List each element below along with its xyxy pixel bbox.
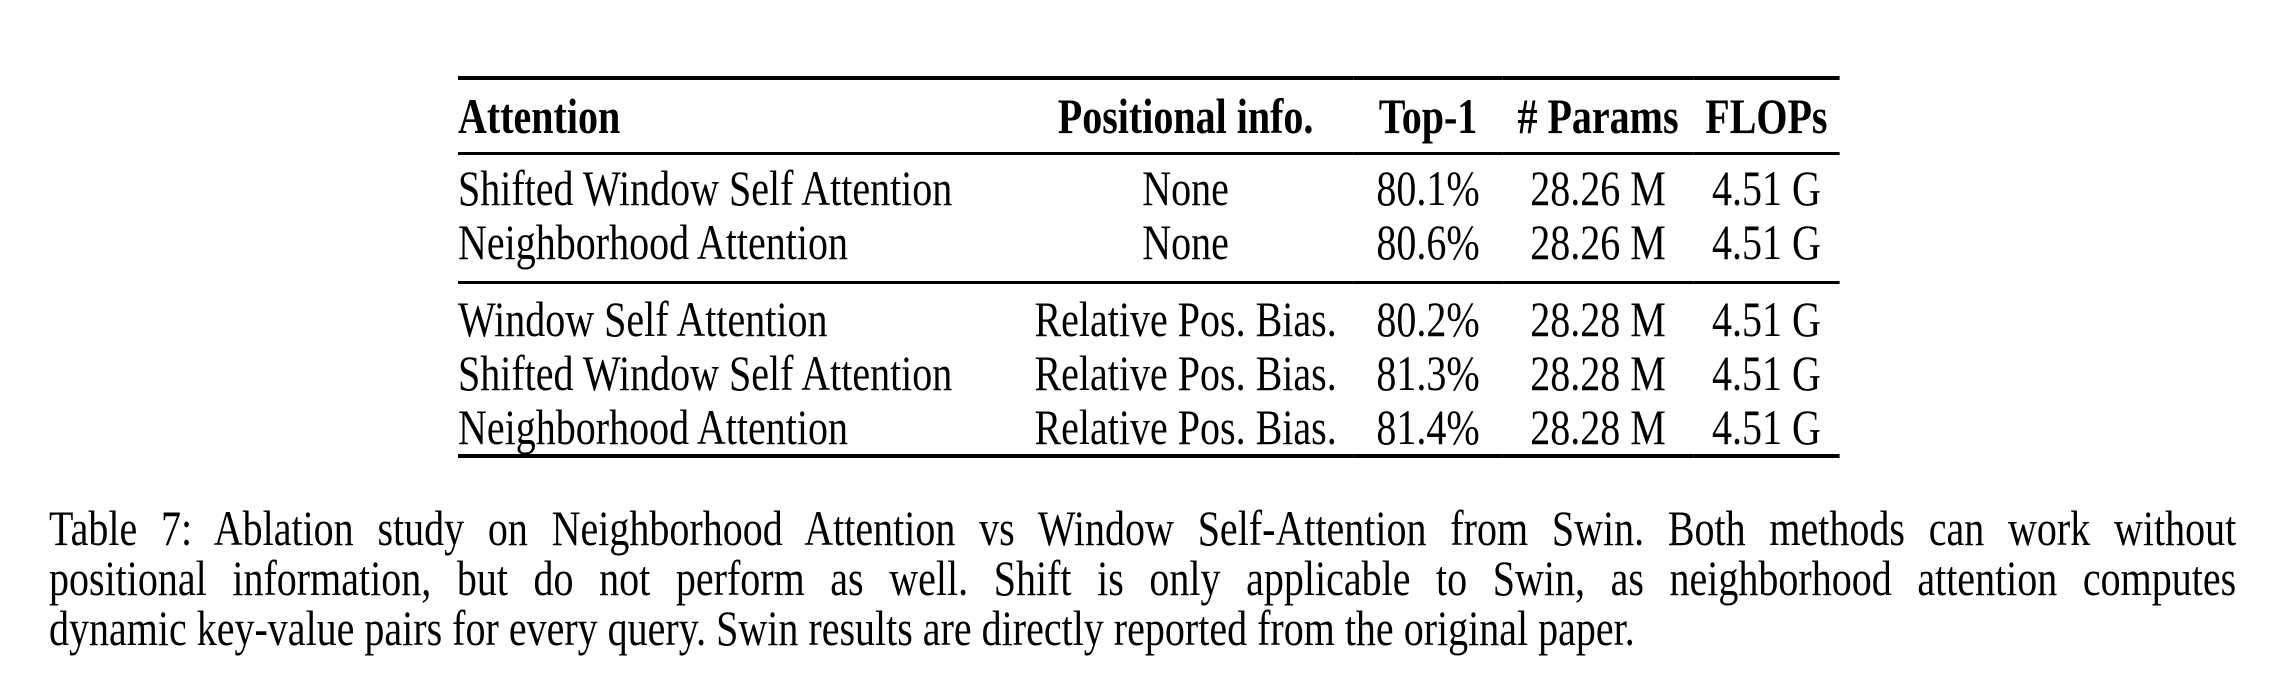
cell-top1: 81.3% <box>1376 345 1480 401</box>
cell-top1: 80.6% <box>1376 214 1480 270</box>
cell-positional-info: Relative Pos. Bias. <box>1034 399 1337 455</box>
table-row: Shifted Window Self Attention None 80.1%… <box>458 154 1840 216</box>
caption-line-1: Table 7: Ablation study on Neighborhood … <box>49 500 2237 556</box>
cell-flops: 4.51 G <box>1711 214 1821 270</box>
cell-flops: 4.51 G <box>1711 345 1821 401</box>
cell-positional-info: Relative Pos. Bias. <box>1034 291 1337 347</box>
table-row: Neighborhood Attention None 80.6% 28.26 … <box>458 215 1840 283</box>
cell-params: 28.28 M <box>1530 291 1666 347</box>
cell-top1: 81.4% <box>1376 399 1480 455</box>
header-flops: FLOPs <box>1693 78 1840 155</box>
caption-line-3: dynamic key-value pairs for every query.… <box>49 600 1635 656</box>
cell-attention: Neighborhood Attention <box>458 399 848 455</box>
cell-params: 28.28 M <box>1530 345 1666 401</box>
results-table: Attention Positional info. Top-1 # Param… <box>458 76 1840 458</box>
table-row: Shifted Window Self Attention Relative P… <box>458 346 1840 400</box>
cell-positional-info: Relative Pos. Bias. <box>1034 345 1337 401</box>
header-positional-info: Positional info. <box>1018 78 1354 155</box>
cell-top1: 80.2% <box>1376 291 1480 347</box>
table-row: Window Self Attention Relative Pos. Bias… <box>458 283 1840 347</box>
cell-attention: Shifted Window Self Attention <box>458 345 953 401</box>
cell-top1: 80.1% <box>1376 160 1480 216</box>
cell-positional-info: None <box>1142 214 1229 270</box>
group-no-positional-info: Shifted Window Self Attention None 80.1%… <box>458 154 1840 283</box>
cell-flops: 4.51 G <box>1711 291 1821 347</box>
group-relative-pos-bias: Window Self Attention Relative Pos. Bias… <box>458 283 1840 457</box>
cell-params: 28.26 M <box>1530 160 1666 216</box>
header-params: # Params <box>1502 78 1694 155</box>
cell-attention: Shifted Window Self Attention <box>458 160 953 216</box>
cell-positional-info: None <box>1142 160 1229 216</box>
header-attention: Attention <box>458 78 1018 155</box>
cell-attention: Window Self Attention <box>458 291 828 347</box>
cell-attention: Neighborhood Attention <box>458 214 848 270</box>
cell-params: 28.28 M <box>1530 399 1666 455</box>
cell-params: 28.26 M <box>1530 214 1666 270</box>
header-top1: Top-1 <box>1353 78 1503 155</box>
cell-flops: 4.51 G <box>1711 160 1821 216</box>
cell-flops: 4.51 G <box>1711 399 1821 455</box>
table-caption: Table 7: Ablation study on Neighborhood … <box>49 503 2236 653</box>
header-row: Attention Positional info. Top-1 # Param… <box>458 78 1840 155</box>
caption-line-2: positional information, but do not perfo… <box>49 550 2237 606</box>
ablation-table: Attention Positional info. Top-1 # Param… <box>458 76 1840 458</box>
table-row: Neighborhood Attention Relative Pos. Bia… <box>458 400 1840 456</box>
